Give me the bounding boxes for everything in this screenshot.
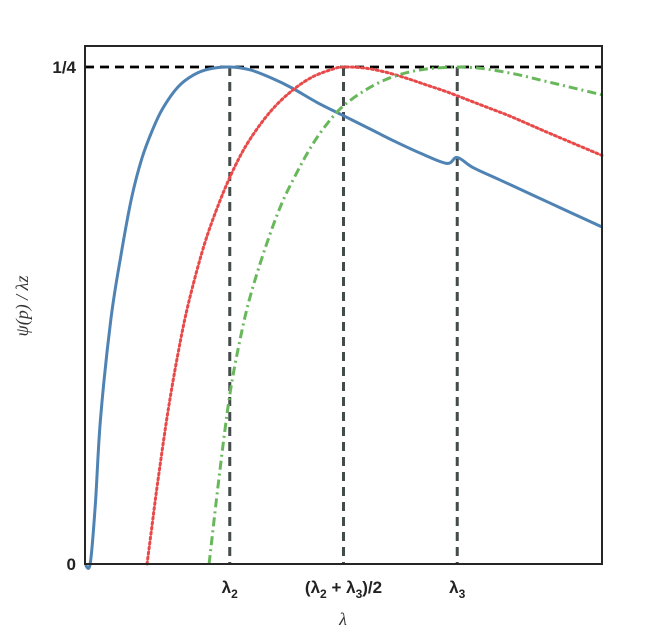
y-tick-label-1: 1/4 [52, 58, 76, 77]
series-line-solid [83, 65, 603, 570]
x-tick-label-1: (λ2 + λ3)/2 [305, 578, 382, 601]
x-axis-title: λ [338, 609, 347, 629]
y-tick-labels: 0 1/4 [52, 58, 76, 574]
series-line-dashdot [207, 65, 603, 565]
y-tick-label-0: 0 [67, 555, 76, 574]
series-line-dotted [145, 65, 604, 566]
x-tick-label-0: λ2 [222, 578, 238, 601]
y-axis-title: ψ(p) / λz [12, 276, 33, 337]
series-lines [83, 65, 604, 570]
x-tick-label-2: λ3 [449, 578, 465, 601]
x-tick-labels: λ2 (λ2 + λ3)/2 λ3 [222, 578, 466, 601]
plot-frame [84, 45, 603, 565]
